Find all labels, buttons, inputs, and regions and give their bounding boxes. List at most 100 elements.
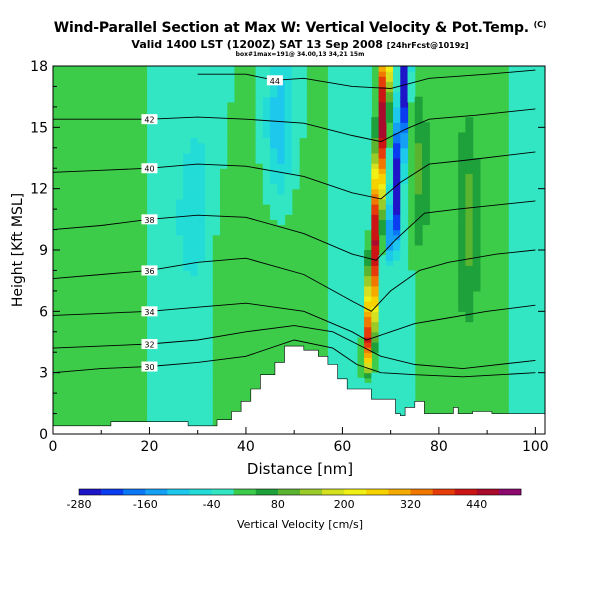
field-cell <box>212 147 221 154</box>
field-cell <box>508 183 517 190</box>
field-cell <box>204 147 213 154</box>
field-cell <box>168 352 177 358</box>
field-cell <box>176 188 184 195</box>
field-cell <box>262 122 271 128</box>
field-cell <box>364 382 372 389</box>
field-cell <box>516 331 524 338</box>
field-cell <box>537 106 545 113</box>
field-cell <box>422 127 430 134</box>
field-cell <box>147 372 155 379</box>
field-cell <box>176 137 184 144</box>
field-cell <box>197 158 206 164</box>
field-cell <box>393 163 401 169</box>
x-tick-label: 40 <box>237 439 255 455</box>
field-cell <box>530 96 539 103</box>
field-cell <box>465 255 474 261</box>
field-cell <box>508 188 517 195</box>
field-cell <box>530 152 539 159</box>
field-cell <box>147 244 155 251</box>
field-cell <box>147 204 155 210</box>
field-cell <box>212 122 221 128</box>
field-cell <box>371 250 380 256</box>
field-cell <box>197 250 206 256</box>
field-cell <box>284 91 293 98</box>
field-cell <box>277 168 286 174</box>
field-cell <box>154 265 163 272</box>
field-cell <box>197 168 206 174</box>
field-cell <box>327 158 336 164</box>
field-cell <box>147 326 155 333</box>
y-tick-label: 15 <box>30 120 48 136</box>
field-cell <box>197 352 206 358</box>
field-cell <box>530 265 539 272</box>
field-cell <box>523 372 532 379</box>
field-cell <box>255 71 264 77</box>
field-cell <box>327 265 336 272</box>
colorbar-swatch <box>189 489 212 495</box>
field-cell <box>523 393 532 399</box>
field-cell <box>465 229 474 236</box>
field-cell <box>335 76 344 82</box>
field-cell <box>226 96 235 103</box>
field-cell <box>168 101 177 108</box>
field-cell <box>516 209 524 215</box>
field-cell <box>154 219 163 226</box>
field-cell <box>385 306 394 312</box>
field-cell <box>472 224 481 231</box>
field-cell <box>508 393 517 399</box>
field-cell <box>537 275 545 282</box>
field-cell <box>422 183 430 190</box>
field-cell <box>212 163 221 169</box>
field-cell <box>537 362 545 369</box>
field-cell <box>458 244 467 251</box>
field-cell <box>393 91 401 98</box>
field-cell <box>204 336 213 343</box>
field-cell <box>190 377 199 384</box>
field-cell <box>393 403 401 410</box>
field-cell <box>530 275 539 282</box>
field-cell <box>161 224 170 231</box>
field-cell <box>335 280 344 287</box>
field-cell <box>400 296 409 302</box>
field-cell <box>277 96 286 103</box>
field-cell <box>168 81 177 88</box>
field-cell <box>277 158 286 164</box>
field-cell <box>465 193 474 200</box>
field-cell <box>183 101 192 108</box>
field-cell <box>226 86 235 93</box>
field-cell <box>197 244 206 251</box>
field-cell <box>204 398 213 404</box>
field-cell <box>204 290 213 297</box>
field-cell <box>168 326 177 333</box>
field-cell <box>407 296 416 302</box>
field-cell <box>385 367 394 374</box>
field-cell <box>342 198 351 205</box>
terrain-layer <box>53 345 545 434</box>
field-cell <box>270 198 278 205</box>
field-cell <box>147 382 155 389</box>
field-cell <box>516 158 524 164</box>
field-cell <box>393 260 401 266</box>
field-cell <box>284 122 293 128</box>
field-cell <box>530 71 539 77</box>
field-cell <box>349 101 358 108</box>
chart-valid-time: Valid 1400 LST (1200Z) SAT 13 Sep 2008 [… <box>131 38 469 51</box>
field-cell <box>335 265 344 272</box>
field-cell <box>291 147 300 154</box>
field-cell <box>508 270 517 277</box>
field-cell <box>284 188 293 195</box>
field-cell <box>335 342 344 348</box>
field-cell <box>516 204 524 210</box>
field-cell <box>364 209 372 215</box>
field-cell <box>335 357 344 364</box>
field-cell <box>183 173 192 180</box>
field-cell <box>327 81 336 88</box>
field-cell <box>400 214 409 220</box>
field-cell <box>472 285 481 292</box>
field-cell <box>508 326 517 333</box>
field-cell <box>364 214 372 220</box>
field-cell <box>212 178 221 185</box>
field-cell <box>197 188 206 195</box>
field-cell <box>349 234 358 241</box>
field-cell <box>458 142 467 149</box>
